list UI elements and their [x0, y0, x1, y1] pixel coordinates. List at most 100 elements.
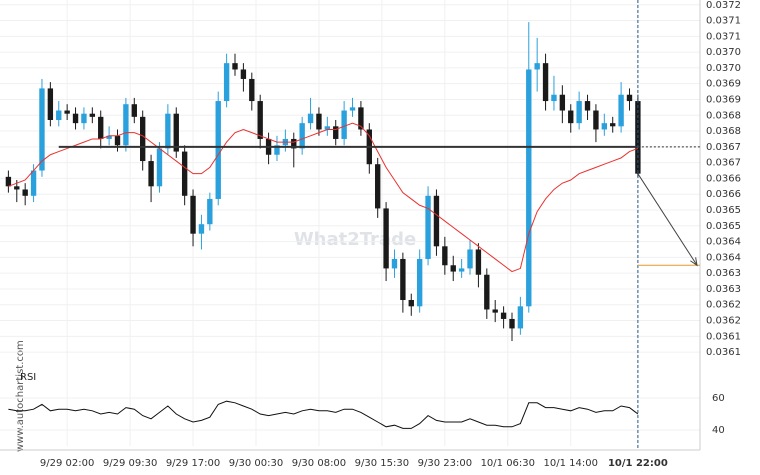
- candle-body: [391, 258, 398, 269]
- candle-body: [240, 69, 247, 79]
- y-tick-label: 0.0368: [706, 126, 741, 137]
- candle-body: [626, 94, 633, 102]
- candle-body: [458, 268, 465, 272]
- candle-body: [56, 110, 62, 120]
- candle-body: [47, 88, 54, 120]
- x-tick-label: 10/1 06:30: [481, 458, 535, 469]
- candle-body: [584, 101, 591, 111]
- candle-body: [291, 138, 297, 149]
- candle-body: [140, 116, 146, 162]
- candle-body: [492, 309, 498, 313]
- candle-body: [559, 94, 566, 111]
- y-tick-label: 0.0368: [706, 110, 741, 121]
- x-tick-label: 9/30 15:30: [355, 458, 409, 469]
- candle-body: [475, 249, 482, 275]
- rsi-line: [8, 400, 639, 429]
- candle-body: [114, 135, 121, 146]
- candle-body: [324, 126, 331, 130]
- candle-body: [551, 94, 557, 102]
- candle-body: [534, 63, 540, 70]
- x-tick-label: 10/1 22:00: [608, 458, 668, 469]
- candle-body: [416, 258, 423, 307]
- candle-body: [249, 78, 255, 102]
- candle-body: [232, 63, 238, 70]
- y-tick-label: 0.0362: [706, 316, 741, 327]
- y-tick-label: 0.0369: [706, 94, 741, 105]
- candle-body: [517, 306, 524, 329]
- rsi-label: RSI: [20, 372, 36, 383]
- candle-body: [333, 126, 339, 139]
- y-tick-label: 0.0371: [706, 16, 741, 27]
- forecast-arrow: [637, 173, 698, 266]
- candle-body: [593, 110, 599, 130]
- candle-body: [433, 195, 440, 247]
- candle-body: [618, 94, 624, 127]
- candle-body: [299, 123, 305, 149]
- candle-body: [190, 195, 196, 234]
- y-tick-label: 0.0371: [706, 31, 741, 42]
- candle-body: [198, 224, 205, 234]
- candle-body: [375, 164, 381, 209]
- candle-body: [22, 189, 28, 196]
- candle-body: [165, 113, 171, 149]
- candle-body: [450, 265, 456, 272]
- candle-body: [442, 246, 448, 266]
- candle-body: [542, 63, 549, 102]
- candle-body: [81, 113, 87, 124]
- candle-body: [5, 176, 12, 187]
- y-tick-label: 0.0365: [706, 205, 741, 216]
- candle-body: [568, 110, 574, 124]
- y-tick-label: 0.0361: [706, 347, 741, 358]
- y-tick-label: 0.0361: [706, 331, 741, 342]
- y-tick-label: 0.0367: [706, 142, 741, 153]
- y-tick-label: 0.0370: [706, 63, 741, 74]
- x-tick-label: 9/30 00:30: [229, 458, 283, 469]
- candle-body: [500, 312, 507, 319]
- candle-body: [131, 104, 137, 117]
- x-tick-label: 9/29 09:30: [103, 458, 157, 469]
- moving-average-line: [8, 122, 639, 273]
- candle-body: [509, 318, 515, 329]
- candle-body: [400, 258, 406, 300]
- candle-body: [30, 170, 37, 196]
- candle-body: [123, 104, 129, 146]
- y-tick-label: 0.0363: [706, 268, 741, 279]
- y-tick-label: 0.0366: [706, 189, 741, 200]
- candle-body: [349, 107, 356, 111]
- candle-body: [526, 69, 532, 307]
- rsi-tick-label: 60: [712, 393, 725, 404]
- candle-body: [467, 249, 473, 269]
- candle-body: [223, 63, 230, 102]
- watermark: What2Trade: [294, 229, 416, 250]
- candle-body: [425, 195, 431, 259]
- x-tick-label: 9/29 02:00: [40, 458, 94, 469]
- y-tick-label: 0.0363: [706, 284, 741, 295]
- y-tick-label: 0.0364: [706, 252, 741, 263]
- candle-body: [601, 123, 608, 130]
- candle-body: [39, 88, 45, 171]
- candle-body: [89, 113, 96, 117]
- candle-body: [215, 101, 221, 199]
- y-tick-label: 0.0370: [706, 47, 741, 58]
- source-label: www.autochartist.com: [15, 340, 26, 452]
- candle-body: [408, 300, 414, 307]
- candle-body: [307, 113, 314, 124]
- candle-body: [484, 274, 490, 310]
- candle-body: [64, 110, 70, 114]
- y-tick-label: 0.0372: [706, 0, 741, 11]
- candle-body: [98, 116, 104, 139]
- x-tick-label: 9/30 23:00: [418, 458, 472, 469]
- candle-body: [173, 113, 179, 152]
- candle-body: [106, 135, 112, 139]
- candle-body: [156, 148, 163, 187]
- y-tick-label: 0.0365: [706, 221, 741, 232]
- y-tick-label: 0.0369: [706, 79, 741, 90]
- candle-body: [341, 110, 347, 139]
- candle-body: [257, 101, 263, 139]
- arrow-head: [690, 257, 698, 267]
- x-tick-label: 10/1 14:00: [544, 458, 598, 469]
- candle-body: [274, 145, 280, 155]
